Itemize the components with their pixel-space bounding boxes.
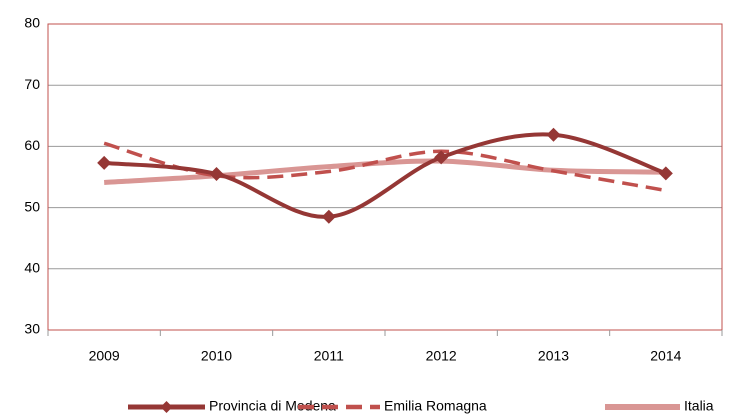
marker xyxy=(658,166,673,181)
marker xyxy=(209,166,224,181)
legend-marker xyxy=(160,401,173,413)
marker xyxy=(434,150,449,165)
x-tick-label: 2012 xyxy=(426,348,457,364)
x-tick-label: 2009 xyxy=(89,348,120,364)
legend-label: Emilia Romagna xyxy=(384,398,487,414)
plot-border xyxy=(47,23,723,331)
marker xyxy=(321,209,336,224)
legend-label: Italia xyxy=(684,398,714,414)
x-tick-label: 2013 xyxy=(538,348,569,364)
x-tick-label: 2014 xyxy=(650,348,681,364)
series-line xyxy=(103,132,667,219)
y-tick-label: 70 xyxy=(24,76,40,92)
x-tick-label: 2010 xyxy=(201,348,232,364)
y-tick-label: 40 xyxy=(24,260,40,276)
legend-label: Provincia di Modena xyxy=(209,398,336,414)
y-tick-label: 60 xyxy=(24,137,40,153)
x-tick-label: 2011 xyxy=(314,348,344,364)
marker xyxy=(546,127,561,142)
y-tick-label: 30 xyxy=(24,321,40,337)
series-line xyxy=(103,141,667,193)
y-tick-label: 50 xyxy=(24,198,40,214)
marker xyxy=(97,155,112,170)
y-tick-label: 80 xyxy=(24,15,40,31)
series-line xyxy=(104,158,666,186)
